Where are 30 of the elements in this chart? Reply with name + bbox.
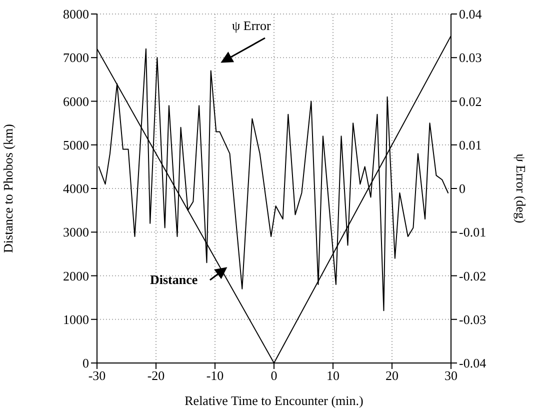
y2-tick-label: 0.03 — [459, 50, 482, 66]
y2-tick-label: 0 — [459, 181, 466, 196]
y-tick-label: 6000 — [63, 94, 89, 109]
y-tick-label: 8000 — [63, 6, 89, 22]
y2-tick-label: -0.02 — [459, 268, 486, 284]
y2-tick-label: 0.01 — [459, 137, 482, 152]
y2-tick-label: -0.04 — [459, 356, 487, 371]
y-tick-label: 2000 — [63, 268, 89, 284]
x-axis-title: Relative Time to Encounter (min.) — [184, 393, 364, 408]
x-tick-label: -10 — [206, 368, 224, 384]
y-tick-label: 7000 — [63, 50, 89, 66]
x-tick-label: -30 — [88, 368, 106, 384]
legend-label: Distance — [150, 272, 198, 287]
y-axis-title: Distance to Phobos (km) — [0, 124, 16, 253]
y2-tick-label: 0.04 — [459, 6, 482, 22]
x-tick-label: 0 — [270, 368, 278, 384]
text: ψ Error — [232, 18, 272, 33]
y-tick-label: 5000 — [63, 137, 89, 152]
y-tick-label: 0 — [82, 356, 89, 371]
x-tick-label: -20 — [147, 368, 165, 384]
x-tick-label: 20 — [386, 368, 398, 384]
x-tick-label: 30 — [444, 368, 458, 384]
y-tick-label: 1000 — [63, 312, 89, 327]
x-tick-label: 10 — [326, 368, 340, 384]
y-tick-label: 4000 — [63, 181, 89, 196]
y2-axis-title: ψ Error (deg) — [513, 154, 528, 224]
y-tick-label: 3000 — [63, 224, 89, 240]
y2-tick-label: 0.02 — [459, 94, 482, 109]
y2-tick-label: -0.03 — [459, 312, 486, 327]
y2-tick-label: -0.01 — [459, 224, 486, 240]
